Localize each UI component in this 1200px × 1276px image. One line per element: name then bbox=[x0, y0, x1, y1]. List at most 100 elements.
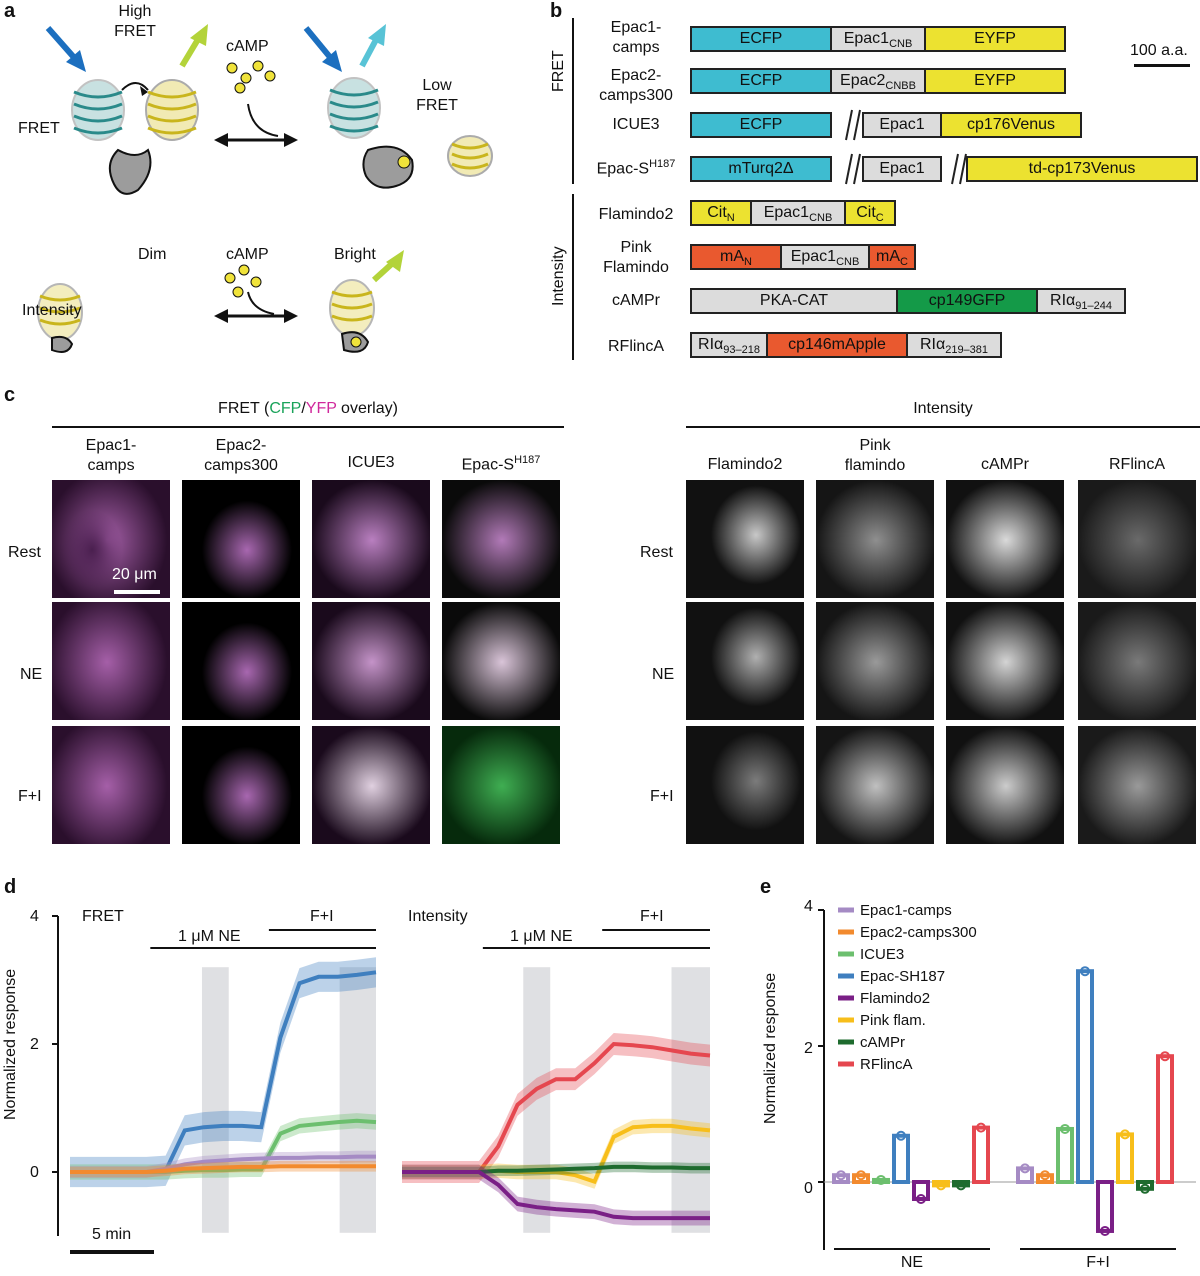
y-tick: 0 bbox=[804, 1180, 813, 1197]
bar-3-0 bbox=[892, 1133, 910, 1184]
legend-label: ICUE3 bbox=[860, 946, 904, 963]
bright-barrel-icon bbox=[329, 279, 375, 353]
cell-image bbox=[312, 726, 430, 844]
bar-chart: Epac1-camps Epac2-camps300 ICUE3 Epac-SH187… bbox=[818, 902, 1196, 1250]
group-intensity-label: Intensity bbox=[550, 246, 567, 306]
group-fret-label: FRET bbox=[550, 50, 567, 92]
sensor-name: Epac1- camps bbox=[610, 19, 662, 56]
scale-bar bbox=[114, 590, 160, 594]
data-point bbox=[1160, 1051, 1170, 1062]
cell-image bbox=[1078, 602, 1196, 720]
camp-label-top: cAMP bbox=[226, 38, 269, 55]
domain-cp146mapple: cp146mApple bbox=[766, 332, 908, 358]
legend-label: Pink flam. bbox=[860, 1012, 926, 1029]
group-label: F+I bbox=[1086, 1254, 1110, 1271]
col-label: Flamindo2 bbox=[707, 456, 783, 473]
domain-cp149gfp: cp149GFP bbox=[896, 288, 1038, 314]
data-point bbox=[1080, 966, 1090, 977]
break-icon bbox=[845, 109, 861, 141]
bar-0-1 bbox=[1016, 1166, 1034, 1184]
fret-row-label: FRET bbox=[18, 120, 60, 137]
cell-image bbox=[312, 480, 430, 598]
time-scale-bar bbox=[70, 1250, 154, 1254]
sensor-name: Pink Flamindo bbox=[603, 239, 669, 276]
cell-image bbox=[312, 602, 430, 720]
bright-label: Bright bbox=[334, 246, 376, 263]
data-point bbox=[936, 1180, 946, 1191]
bar-1-0 bbox=[852, 1173, 870, 1185]
domain-eyfp: EYFP bbox=[924, 26, 1066, 52]
bar-3-1 bbox=[1076, 969, 1094, 1184]
cell-image bbox=[686, 480, 804, 598]
yfp-barrel-icon bbox=[145, 79, 199, 141]
line-chart bbox=[52, 915, 711, 1236]
bar-5-1 bbox=[1116, 1132, 1134, 1184]
panel-label-c: c bbox=[4, 384, 16, 406]
data-point bbox=[1020, 1163, 1030, 1174]
legend-label: Epac2-camps300 bbox=[860, 924, 977, 941]
domain-epac1: Epac1 bbox=[862, 112, 942, 138]
row-label: Rest bbox=[640, 544, 673, 561]
bar-7-0 bbox=[972, 1125, 990, 1185]
sensor-name: Epac2- camps300 bbox=[599, 67, 673, 104]
domain-tdcp173venus: td-cp173Venus bbox=[966, 156, 1198, 182]
col-label: Epac1- camps bbox=[85, 437, 137, 474]
col-label: RFlincA bbox=[1108, 456, 1165, 473]
bar-2-0 bbox=[872, 1177, 890, 1184]
bar-7-1 bbox=[1156, 1054, 1174, 1184]
cell-image bbox=[442, 602, 560, 720]
domain-epac1cnb: Epac1CNB bbox=[830, 26, 926, 52]
cell-image bbox=[1078, 480, 1196, 598]
cell-image bbox=[182, 726, 300, 844]
sensor-name: Epac-SH187 bbox=[596, 158, 676, 178]
cell-image bbox=[686, 726, 804, 844]
bar-6-1 bbox=[1136, 1180, 1154, 1191]
low-fret-label: Low FRET bbox=[416, 77, 458, 114]
domain-eyfp: EYFP bbox=[924, 68, 1066, 94]
panel-label-b: b bbox=[550, 0, 563, 22]
data-point bbox=[1120, 1129, 1130, 1140]
data-point bbox=[1060, 1123, 1070, 1134]
cell-image bbox=[442, 726, 560, 844]
fi-label: F+I bbox=[640, 908, 664, 925]
col-label: Epac2- camps300 bbox=[204, 437, 278, 474]
domain-ri: RIα219–381 bbox=[906, 332, 1002, 358]
scale-label: 100 a.a. bbox=[1130, 42, 1188, 59]
bar-2-1 bbox=[1056, 1126, 1074, 1185]
panel-label-a: a bbox=[4, 0, 16, 22]
bar-0-0 bbox=[832, 1173, 850, 1185]
sensor-name: ICUE3 bbox=[612, 116, 660, 133]
bar-1-1 bbox=[1036, 1173, 1054, 1185]
domain-ri: RIα91–244 bbox=[1036, 288, 1126, 314]
fret-chart-title: FRET bbox=[82, 908, 124, 925]
domain-pkacat: PKA-CAT bbox=[690, 288, 898, 314]
cell-image bbox=[686, 602, 804, 720]
data-point bbox=[856, 1170, 866, 1181]
row-label: F+I bbox=[650, 788, 674, 805]
legend-label: cAMPr bbox=[860, 1034, 905, 1051]
cell-image bbox=[52, 602, 170, 720]
cell-image bbox=[946, 480, 1064, 598]
y-axis-label: Normalized response bbox=[762, 972, 779, 1124]
scale-bar bbox=[1134, 64, 1190, 67]
domain-ecfp: ECFP bbox=[690, 68, 832, 94]
domain-ri: RIα93–218 bbox=[690, 332, 768, 358]
domain-man: mAN bbox=[690, 244, 782, 270]
panel-label-d: d bbox=[4, 876, 17, 898]
y-axis-label: Normalized response bbox=[2, 968, 19, 1120]
group-label: NE bbox=[900, 1254, 924, 1271]
domain-epac1cnb: Epac1CNB bbox=[780, 244, 870, 270]
series-line-3 bbox=[70, 1164, 376, 1174]
domain-citn: CitN bbox=[690, 200, 752, 226]
col-label: Epac-SH187 bbox=[461, 454, 541, 474]
domain-cp176venus: cp176Venus bbox=[940, 112, 1082, 138]
domain-mturq: mTurq2Δ bbox=[690, 156, 832, 182]
high-fret-label: High FRET bbox=[114, 3, 156, 40]
sensor-name: RFlincA bbox=[607, 338, 664, 355]
intensity-row-label: Intensity bbox=[22, 302, 82, 319]
cell-image bbox=[816, 480, 934, 598]
legend-label: Epac1-camps bbox=[860, 902, 952, 919]
cell-image bbox=[816, 726, 934, 844]
fret-header: FRET (CFP/YFP overlay) bbox=[218, 400, 398, 417]
series-band-0 bbox=[402, 1033, 710, 1183]
